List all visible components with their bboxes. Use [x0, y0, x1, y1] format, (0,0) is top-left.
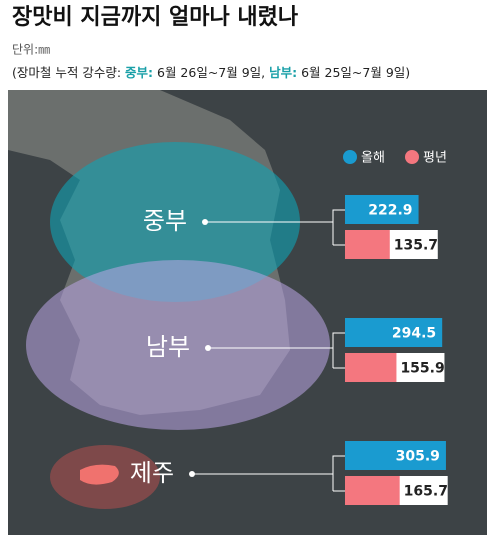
legend-label: 올해 — [361, 151, 385, 166]
region-label: 제주 — [130, 459, 174, 487]
value-label: 305.9 — [396, 449, 440, 465]
bar — [345, 195, 419, 224]
connector-line — [192, 455, 345, 475]
connector-line — [208, 332, 345, 349]
subtitle: (장마철 누적 강수량: 중부: 6월 26일~7월 9일, 남부: 6월 25… — [12, 65, 410, 80]
bar — [345, 476, 400, 505]
subtitle-part: 6월 26일~7월 9일, — [153, 65, 269, 80]
legend-swatch — [343, 150, 357, 164]
bar — [345, 441, 446, 470]
legend-swatch — [405, 150, 419, 164]
region-ellipse — [50, 142, 300, 302]
value-label: 165.7 — [404, 484, 448, 500]
bar — [345, 353, 397, 382]
value-label: 135.7 — [394, 238, 438, 254]
chart-title: 장맛비 지금까지 얼마나 내렸나 — [12, 5, 298, 30]
subtitle-part: 중부: — [125, 65, 153, 80]
legend-label: 평년 — [423, 151, 447, 166]
region-ellipse — [26, 260, 330, 430]
connector-line — [205, 209, 345, 223]
bar — [345, 230, 390, 259]
subtitle-part: 6월 25일~7월 9일) — [297, 65, 410, 80]
jeju-island — [80, 464, 119, 485]
unit-label: 단위:㎜ — [12, 43, 50, 57]
value-label: 155.9 — [400, 361, 444, 377]
bar — [345, 318, 443, 347]
subtitle-part: (장마철 누적 강수량: — [12, 65, 125, 80]
region-label: 남부 — [146, 333, 190, 361]
subtitle-part: 남부: — [269, 65, 297, 80]
region-label: 중부 — [143, 207, 187, 235]
value-label: 222.9 — [368, 203, 412, 219]
value-label: 294.5 — [392, 326, 436, 342]
